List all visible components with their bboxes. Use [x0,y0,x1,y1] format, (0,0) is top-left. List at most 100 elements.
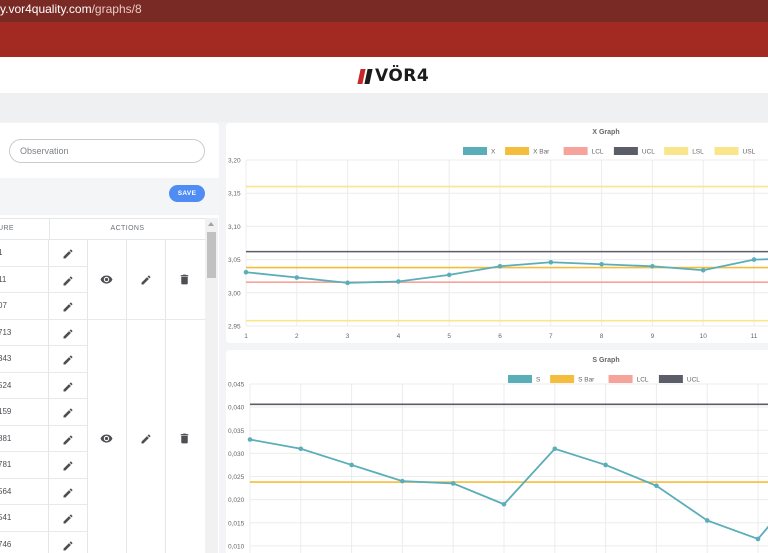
data-point [751,257,757,262]
column-divider [48,240,49,553]
data-point [450,481,456,486]
edit-measure-icon[interactable] [62,512,74,524]
y-tick-label: 3,00 [228,290,241,297]
legend-label: LSL [692,149,704,156]
s-graph-card: S Graph S S Bar LCL UCL 0,010 0,015 0,020 0,025 0… [226,350,768,553]
series-line-x [245,258,768,284]
browser-url-bar[interactable]: y.vor4quality.com/graphs/8 [0,0,768,22]
x-tick-label: 6 [498,333,502,340]
scroll-up-arrow[interactable] [208,222,214,226]
measure-value: 1 [0,248,3,257]
view-icon[interactable] [100,273,113,286]
legend-swatch [563,147,588,155]
url-path: /graphs/8 [91,2,142,16]
column-header-actions: ACTIONS [49,219,205,239]
data-point [247,437,253,442]
table-row: 541 [0,505,87,532]
data-point [755,536,761,542]
observation-input[interactable] [9,139,205,163]
url-host: y.vor4quality.com [0,2,92,16]
legend-label: LCL [592,149,604,156]
data-point [700,267,706,273]
x-tick-label: 9 [651,333,655,340]
delete-icon[interactable] [178,273,191,286]
x-tick-label: 7 [549,333,553,340]
save-button[interactable]: SAVE [169,185,205,202]
observation-actions [88,240,205,320]
x-tick-label: 5 [447,333,451,340]
y-tick-label: 2,95 [228,324,241,331]
observation-actions [88,320,205,553]
edit-icon[interactable] [140,432,153,445]
data-point [603,462,608,468]
data-point [654,483,659,489]
delete-icon[interactable] [178,432,191,445]
legend-swatch [658,375,683,383]
legend-label: USL [743,149,756,156]
legend-label: LCL [637,377,649,384]
scroll-thumb[interactable] [207,232,216,278]
edit-measure-icon[interactable] [62,353,74,365]
table-scrollbar[interactable] [205,218,218,553]
x-tick-label: 11 [751,333,758,340]
y-tick-label: 0,040 [228,405,245,412]
edit-measure-icon[interactable] [62,327,74,339]
table-row: 1 [0,240,87,267]
edit-measure-icon[interactable] [62,247,74,259]
data-point [400,478,405,484]
table-row: 07 [0,293,87,320]
measure-value: 781 [0,460,12,469]
data-point [345,280,350,286]
x-tick-label: 3 [346,333,350,340]
measure-value: 746 [0,539,12,549]
legend-label: UCL [687,377,700,384]
edit-icon[interactable] [140,273,153,286]
y-tick-label: 0,015 [228,520,245,527]
measure-value: 07 [0,301,7,310]
column-divider [165,240,166,553]
legend-swatch [613,147,638,155]
edit-measure-icon[interactable] [62,459,74,471]
y-tick-label: 3,20 [228,158,241,165]
brand-logo[interactable]: VÖR4 [357,66,430,86]
y-tick-label: 0,010 [228,543,245,550]
x-tick-label: 4 [397,333,401,340]
measure-value: 564 [0,486,12,496]
measure-value: 881 [0,433,12,443]
edit-measure-icon[interactable] [62,300,74,312]
edit-measure-icon[interactable] [62,486,74,498]
data-point [552,446,558,452]
s-graph: S Graph S S Bar LCL UCL 0,010 0,015 0,020 0,025 0… [228,357,768,553]
edit-measure-icon[interactable] [62,433,74,445]
measure-value: 343 [0,354,12,363]
legend-label: S [536,377,541,384]
legend-swatch [608,375,633,383]
view-icon[interactable] [100,432,113,445]
y-tick-label: 0,045 [228,382,245,389]
chart-title: X Graph [592,129,619,136]
x-graph: X Graph X X Bar LCL UCL LSL USL 2,95 3,00 3,05 3,1… [228,129,768,340]
x-graph-card: X Graph X X Bar LCL UCL LSL USL 2,95 3,00 3,05 3,1… [226,123,768,343]
brand-band [0,22,768,57]
data-point [599,261,604,267]
table-row: 11 [0,267,87,293]
edit-measure-icon[interactable] [62,380,74,392]
legend-swatch [664,147,689,155]
y-tick-label: 0,025 [228,474,245,481]
x-tick-label: 8 [600,333,604,340]
legend-swatch [714,147,739,155]
y-tick-label: 3,15 [228,191,241,198]
edit-measure-icon[interactable] [62,406,74,418]
logo-bar: VÖR4 [0,57,768,93]
table-row: 881 [0,426,87,452]
column-divider [87,240,88,553]
x-tick-label: 1 [244,333,248,340]
table-row: 159 [0,399,87,426]
data-point [650,263,655,269]
y-tick-label: 3,05 [228,257,241,264]
edit-measure-icon[interactable] [62,539,74,551]
legend-swatch [550,375,575,383]
sub-header [0,93,768,122]
logo-text: VÖR4 [375,66,430,86]
edit-measure-icon[interactable] [62,274,74,286]
